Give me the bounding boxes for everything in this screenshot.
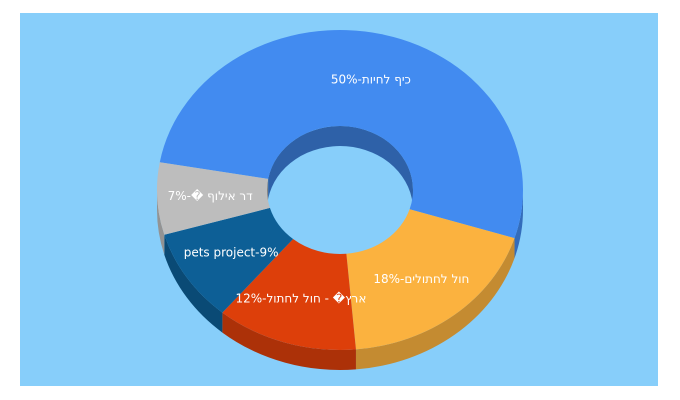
slice-0: [159, 29, 524, 239]
slice-3: [164, 207, 294, 313]
slice-outer-wall-2: [222, 312, 356, 370]
slice-outer-wall-0: [514, 190, 523, 259]
slice-4: [157, 162, 270, 235]
slice-label-1: חול לחתולים-18%: [373, 272, 469, 286]
slice-label-0: כיף לחיות-50%: [331, 72, 411, 86]
slice-outer-wall-3: [164, 234, 223, 333]
slice-label-4: דר אילוף �-7%: [168, 189, 254, 203]
slice-2: [222, 239, 356, 350]
slice-label-2: ארץ� - חול לחתול-12%: [235, 292, 366, 306]
slice-1: [346, 209, 515, 350]
slice-outer-wall-1: [355, 238, 515, 370]
slice-label-3: pets project-9%: [184, 245, 279, 259]
slice-inner-wall-0: [268, 126, 413, 210]
donut-hole: [267, 146, 413, 274]
slice-outer-wall-4: [157, 190, 165, 255]
